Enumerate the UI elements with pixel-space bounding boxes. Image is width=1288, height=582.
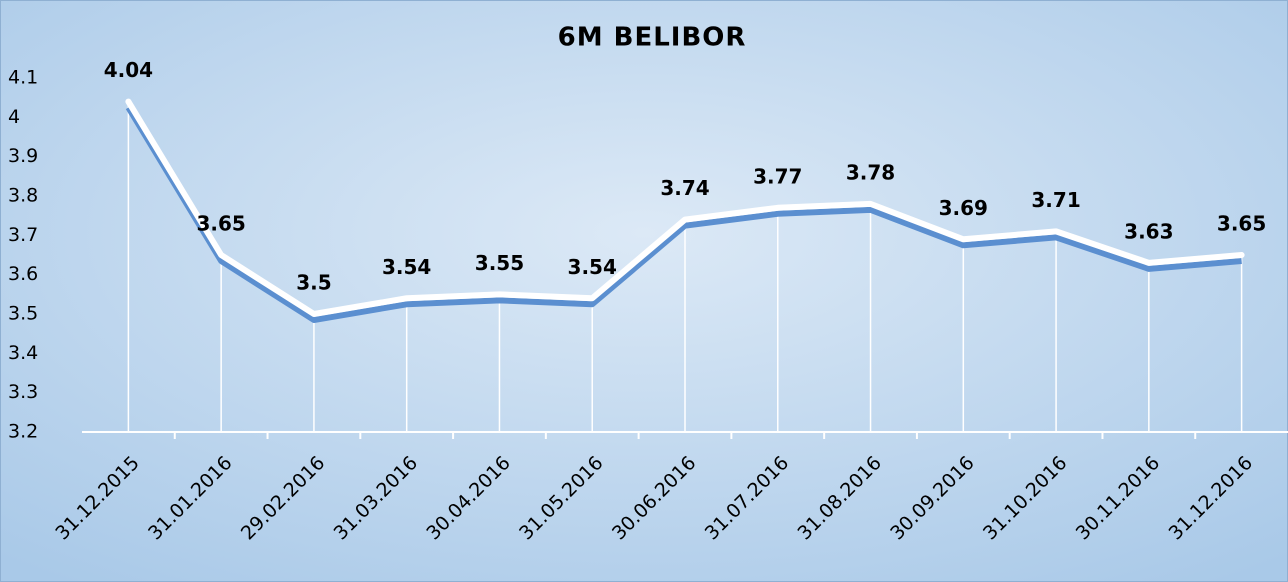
data-label: 3.55 (475, 251, 524, 275)
data-label: 3.69 (939, 196, 988, 220)
y-tick-label: 4.1 (8, 67, 38, 89)
y-tick-label: 4 (8, 106, 20, 128)
y-tick-label: 3.6 (8, 263, 38, 285)
chart-title: 6M BELIBOR (558, 23, 747, 53)
y-tick-label: 3.9 (8, 145, 38, 167)
data-line (125, 98, 1245, 317)
data-label: 3.74 (660, 176, 709, 200)
data-label: 3.65 (196, 212, 245, 236)
y-tick-label: 3.7 (8, 224, 38, 246)
data-label: 3.5 (296, 271, 331, 295)
data-label: 3.77 (753, 164, 802, 188)
data-label: 4.04 (104, 58, 153, 82)
line-shadow (125, 106, 1242, 323)
data-label: 3.63 (1124, 219, 1173, 243)
data-label: 3.71 (1031, 188, 1080, 212)
y-tick-label: 3.4 (8, 342, 38, 364)
y-tick-label: 3.3 (8, 381, 38, 403)
y-tick-label: 3.8 (8, 185, 38, 207)
y-tick-label: 3.5 (8, 303, 38, 325)
data-label: 3.65 (1217, 212, 1266, 236)
data-label: 3.78 (846, 160, 895, 184)
data-label: 3.54 (568, 255, 617, 279)
y-tick-label: 3.2 (8, 421, 38, 443)
data-label: 3.54 (382, 255, 431, 279)
